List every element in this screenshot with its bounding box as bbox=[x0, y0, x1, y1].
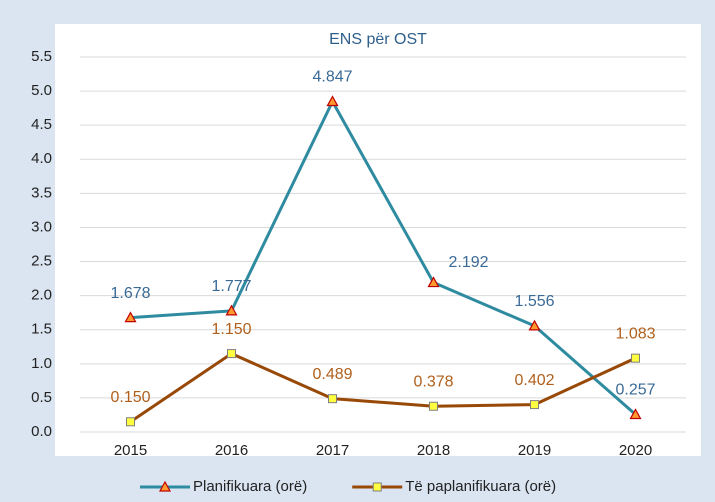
chart-title: ENS për OST bbox=[329, 31, 427, 48]
point-marker bbox=[326, 95, 339, 107]
y-tick-label: 4.5 bbox=[31, 116, 52, 133]
x-tick-label: 2018 bbox=[417, 442, 450, 459]
point-marker bbox=[530, 400, 539, 410]
data-label: 1.678 bbox=[110, 285, 150, 302]
x-tick-label: 2020 bbox=[619, 442, 652, 459]
point-marker bbox=[629, 408, 642, 420]
y-tick-label: 0.5 bbox=[31, 389, 52, 406]
y-tick-label: 0.0 bbox=[31, 423, 52, 440]
x-tick-label: 2016 bbox=[215, 442, 248, 459]
data-label: 0.378 bbox=[413, 373, 453, 390]
legend-marker bbox=[158, 480, 172, 492]
data-label: 4.847 bbox=[312, 69, 352, 86]
point-marker bbox=[429, 401, 438, 411]
data-label: 1.556 bbox=[514, 293, 554, 310]
data-label: 0.150 bbox=[110, 389, 150, 406]
x-tick-label: 2015 bbox=[114, 442, 147, 459]
point-marker bbox=[227, 349, 236, 359]
y-tick-label: 1.0 bbox=[31, 355, 52, 372]
point-marker bbox=[631, 353, 640, 363]
y-tick-label: 1.5 bbox=[31, 321, 52, 338]
data-label: 1.150 bbox=[211, 321, 251, 338]
y-tick-label: 3.0 bbox=[31, 218, 52, 235]
data-label: 2.192 bbox=[448, 254, 488, 271]
point-marker bbox=[225, 304, 238, 316]
y-tick-label: 4.0 bbox=[31, 150, 52, 167]
plot-background bbox=[55, 24, 701, 456]
point-marker bbox=[126, 417, 135, 427]
data-label: 0.257 bbox=[615, 382, 655, 399]
point-marker bbox=[427, 276, 440, 288]
series-line bbox=[129, 352, 637, 424]
legend-marker bbox=[372, 482, 382, 492]
x-tick-label: 2019 bbox=[518, 442, 551, 459]
y-tick-label: 2.5 bbox=[31, 253, 52, 270]
data-label: 0.489 bbox=[312, 366, 352, 383]
y-tick-label: 5.0 bbox=[31, 82, 52, 99]
y-tick-label: 5.5 bbox=[31, 48, 52, 65]
y-tick-label: 2.0 bbox=[31, 287, 52, 304]
legend-label: Të paplanifikuara (orë) bbox=[405, 478, 556, 495]
legend-label: Planifikuara (orë) bbox=[193, 478, 307, 495]
x-tick-label: 2017 bbox=[316, 442, 349, 459]
y-tick-label: 3.5 bbox=[31, 184, 52, 201]
data-label: 0.402 bbox=[514, 372, 554, 389]
series-line bbox=[130, 100, 637, 416]
data-label: 1.777 bbox=[211, 278, 251, 295]
data-label: 1.083 bbox=[615, 325, 655, 342]
point-marker bbox=[124, 311, 137, 323]
point-marker bbox=[528, 319, 541, 331]
point-marker bbox=[328, 394, 337, 404]
